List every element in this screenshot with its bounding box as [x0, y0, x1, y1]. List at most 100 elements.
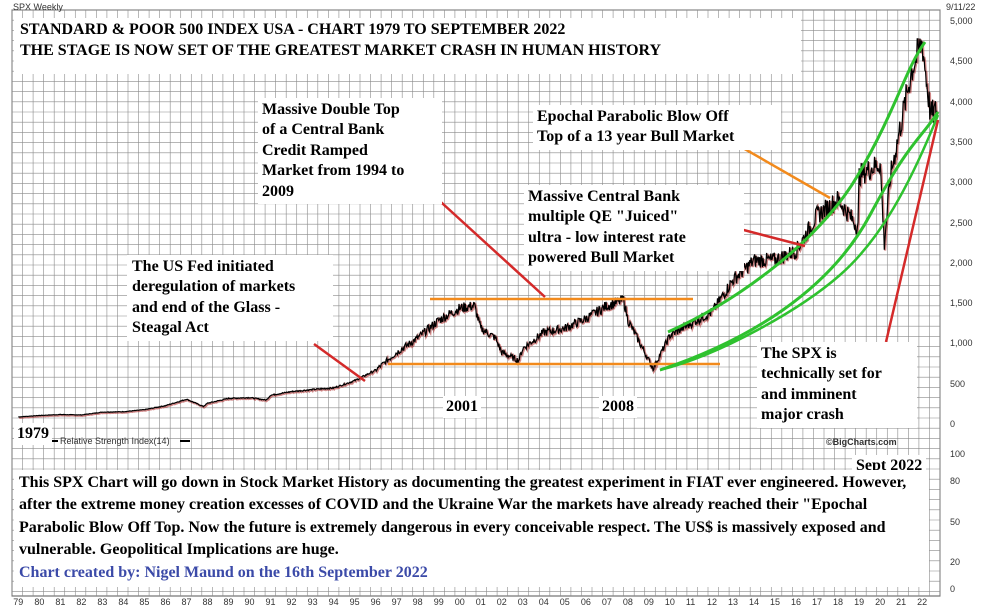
orange-arrow-line — [742, 146, 831, 200]
annotation-crash: The SPX is technically set for and immin… — [757, 342, 917, 428]
bottom-paragraph: This SPX Chart will go down in Stock Mar… — [19, 474, 907, 559]
date-label: 9/11/22 — [946, 2, 976, 12]
x-tick-label: 11 — [685, 597, 696, 607]
annotation-line: multiple QE "Juiced" — [528, 208, 679, 226]
x-tick-label: 08 — [622, 597, 633, 607]
x-tick-label: 80 — [34, 597, 45, 607]
red-arrow-fed — [313, 342, 366, 383]
annotation-line: of a Central Bank — [262, 121, 385, 139]
x-tick-label: 07 — [601, 597, 612, 607]
x-tick-label: 02 — [496, 597, 507, 607]
green-channel-lower — [659, 111, 940, 372]
symbol-label: SPX Weekly — [13, 2, 63, 12]
watermark: ©BigCharts.com — [826, 437, 897, 447]
rsi-label: Relative Strength Index(14) — [60, 436, 170, 446]
label-2008: 2008 — [599, 396, 637, 419]
x-tick-label: 06 — [580, 597, 591, 607]
annotation-line: Massive Central Bank — [528, 188, 680, 205]
x-tick-label: 15 — [769, 597, 780, 607]
rsi-tick-label: 80 — [950, 476, 961, 486]
x-tick-label: 81 — [55, 597, 66, 607]
x-tick-label: 19 — [854, 597, 865, 607]
credit-line: Chart created by: Nigel Maund on the 16t… — [19, 563, 428, 581]
annotation-line: Steagal Act — [132, 319, 209, 337]
x-tick-label: 99 — [433, 597, 444, 607]
x-tick-label: 03 — [517, 597, 528, 607]
x-tick-label: 83 — [97, 597, 108, 607]
y-tick-label: 0 — [950, 419, 956, 429]
x-tick-label: 85 — [139, 597, 150, 607]
y-tick-label: 500 — [950, 378, 966, 389]
x-tick-label: 00 — [454, 597, 465, 607]
y-tick-label: 3,000 — [950, 177, 973, 188]
title-box: STANDARD & POOR 500 INDEX USA - CHART 19… — [14, 18, 801, 74]
annotation-line: The US Fed initiated — [132, 258, 274, 275]
x-tick-label: 90 — [244, 597, 255, 607]
x-tick-label: 12 — [706, 597, 717, 607]
x-tick-label: 97 — [391, 597, 402, 607]
x-tick-label: 86 — [160, 597, 171, 607]
annotation-line: technically set for — [761, 365, 882, 383]
y-tick-label: 1,000 — [950, 338, 973, 349]
green-channel-inner — [659, 114, 940, 372]
x-tick-label: 22 — [917, 597, 928, 607]
red-arrow-qe — [735, 226, 806, 248]
x-tick-label: 79 — [13, 597, 24, 607]
x-tick-label: 01 — [475, 597, 486, 607]
x-tick-label: 04 — [538, 597, 549, 607]
red-arrow-crash — [884, 119, 940, 343]
x-tick-label: 84 — [118, 597, 129, 607]
x-tick-label: 96 — [370, 597, 381, 607]
rsi-tick-label: 50 — [950, 516, 961, 527]
y-tick-label: 5,000 — [950, 16, 973, 26]
annotation-line: powered Bull Market — [528, 249, 675, 267]
x-tick-label: 94 — [328, 597, 339, 607]
y-tick-label: 3,500 — [950, 136, 973, 147]
x-tick-label: 88 — [202, 597, 213, 607]
x-tick-label: 10 — [664, 597, 675, 607]
rsi-tick-label: 20 — [950, 557, 961, 567]
annotation-line: Top of a 13 year Bull Market — [537, 128, 735, 146]
annotation-line: Massive Double Top — [262, 101, 400, 118]
annotation-line: Epochal Parabolic Blow Off — [537, 108, 729, 125]
label-2001: 2001 — [443, 396, 481, 419]
x-tick-label: 14 — [748, 597, 759, 607]
y-tick-label: 1,500 — [950, 298, 973, 309]
x-tick-label: 05 — [559, 597, 570, 607]
annotation-line: Credit Ramped — [262, 141, 368, 159]
red-arrow-double-top — [430, 192, 546, 298]
x-tick-label: 17 — [812, 597, 823, 607]
y-tick-label: 4,000 — [950, 96, 973, 107]
y-tick-label: 2,500 — [950, 217, 973, 228]
rsi-tick-label: 0 — [950, 584, 956, 594]
x-tick-label: 82 — [76, 597, 87, 607]
green-channel-upper — [667, 41, 927, 334]
bottom-text-box: This SPX Chart will go down in Stock Mar… — [14, 470, 929, 587]
title-line-2: THE STAGE IS NOW SET OF THE GREATEST MAR… — [20, 41, 662, 59]
y-tick-label: 2,000 — [950, 257, 973, 268]
annotation-line: deregulation of markets — [132, 278, 296, 296]
x-tick-label: 93 — [307, 597, 318, 607]
x-tick-label: 21 — [896, 597, 907, 607]
rsi-tick-label: 100 — [950, 449, 966, 459]
x-tick-label: 20 — [875, 597, 886, 607]
annotation-line: ultra - low interest rate — [528, 228, 686, 246]
annotation-fed: The US Fed initiated deregulation of mar… — [127, 255, 333, 341]
x-tick-label: 87 — [181, 597, 192, 607]
x-tick-label: 98 — [412, 597, 423, 607]
annotation-line: Market from 1994 to — [262, 162, 405, 180]
x-tick-label: 16 — [791, 597, 802, 607]
x-tick-label: 09 — [643, 597, 654, 607]
x-tick-label: 91 — [265, 597, 276, 607]
y-tick-label: 4,500 — [950, 56, 973, 67]
annotation-line: 2009 — [262, 182, 294, 200]
annotation-line: and imminent — [761, 385, 857, 403]
x-tick-label: 95 — [349, 597, 360, 607]
annotation-parabolic: Epochal Parabolic Blow Off Top of a 13 y… — [533, 105, 781, 150]
x-tick-label: 92 — [286, 597, 297, 607]
annotation-line: and end of the Glass - — [132, 298, 281, 316]
annotation-line: The SPX is — [761, 345, 837, 362]
annotation-line: major crash — [761, 406, 844, 424]
annotation-qe: Massive Central Bank multiple QE "Juiced… — [524, 185, 744, 271]
price-line — [18, 38, 938, 418]
